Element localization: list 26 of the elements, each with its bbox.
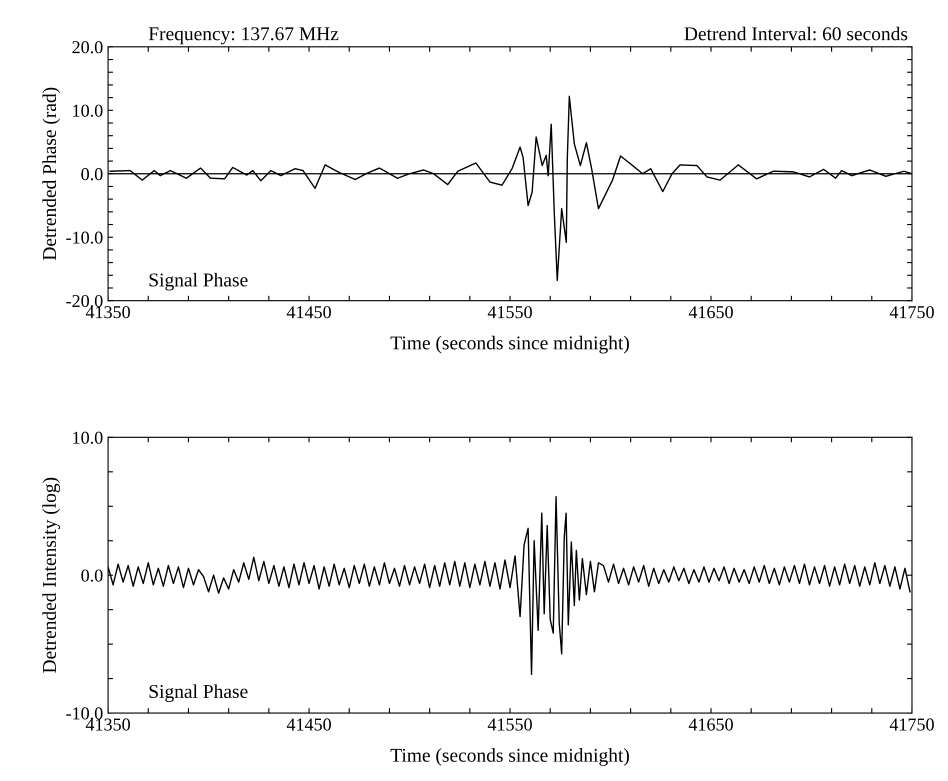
x-tick-label: 41650	[688, 306, 733, 318]
x-tick-label: 41550	[488, 306, 532, 318]
x-axis-title: Time (seconds since midnight)	[390, 336, 629, 354]
y-tick-label: 0.0	[81, 168, 103, 180]
y-tick-label: 0.0	[81, 569, 103, 582]
y-tick-label: 10.0	[73, 104, 103, 117]
annotation: Signal Phase	[150, 684, 248, 702]
y-tick-label: -10.0	[66, 231, 103, 244]
y-tick-label: -20.0	[66, 294, 103, 308]
text: Detrend Interval: 60 seconds	[684, 26, 908, 40]
x-tick-label: 41450	[286, 718, 331, 731]
x-tick-label: 41350	[86, 718, 130, 731]
y-axis-title: Detrended Intensity (log)	[42, 478, 60, 673]
x-axis-title: Time (seconds since midnight)	[390, 748, 629, 766]
x-tick-label: 41550	[488, 718, 532, 731]
x-tick-label: 41750	[890, 718, 934, 731]
y-tick-label: 10.0	[73, 432, 103, 444]
annotation: Signal Phase	[150, 272, 248, 291]
x-tick-label: 41450	[286, 306, 331, 318]
x-tick-label: 41750	[890, 306, 934, 318]
y-tick-label: 20.0	[72, 41, 103, 54]
text: Frequency: 137.67 MHz	[148, 27, 338, 44]
y-axis-title: Detrended Phase (rad)	[42, 88, 60, 260]
x-tick-label: 41650	[688, 718, 733, 731]
y-tick-label: -10.0	[66, 707, 103, 720]
x-tick-label: 41350	[86, 306, 130, 318]
